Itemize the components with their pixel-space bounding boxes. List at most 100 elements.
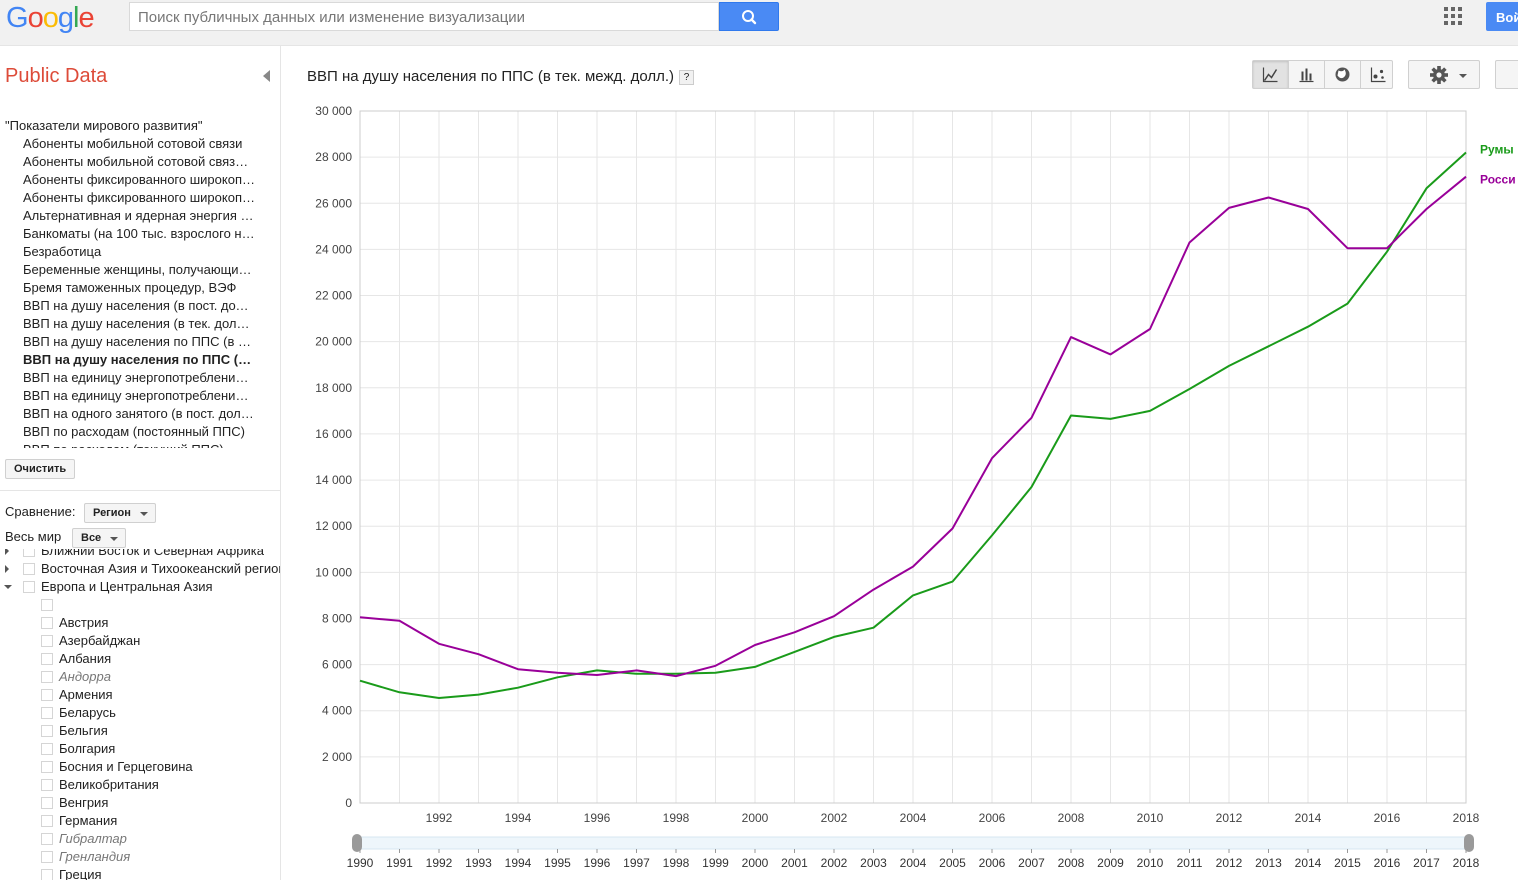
country-checkbox[interactable] — [41, 869, 53, 880]
country-checkbox[interactable] — [41, 779, 53, 791]
dataset-item[interactable]: ВВП по расходам (постоянный ППС) — [23, 424, 245, 439]
search-input[interactable]: Поиск публичных данных или изменение виз… — [129, 2, 719, 31]
country-checkbox[interactable] — [41, 815, 53, 827]
time-slider-end-handle[interactable] — [1464, 834, 1474, 852]
expand-right-icon[interactable] — [5, 549, 9, 555]
series-line[interactable] — [359, 175, 1467, 678]
country-label: Австрия — [59, 615, 109, 630]
dataset-item[interactable]: ВВП на душу населения по ППС (в тек. меж… — [23, 352, 255, 367]
public-data-title[interactable]: Public Data — [5, 65, 108, 87]
country-item[interactable]: Босния и Герцеговина — [0, 758, 280, 776]
time-slider-label: 2007 — [1018, 856, 1045, 870]
y-tick-label: 30 000 — [315, 104, 352, 118]
country-item[interactable]: Андорра — [0, 668, 280, 686]
dataset-root-label[interactable]: "Показатели мирового развития" — [5, 118, 203, 133]
dataset-item[interactable]: Альтернативная и ядерная энергия (% от о… — [23, 208, 255, 223]
country-checkbox[interactable] — [41, 689, 53, 701]
region-item[interactable]: Европа и Центральная Азия — [0, 578, 280, 596]
country-item[interactable]: Бельгия — [0, 722, 280, 740]
dataset-item[interactable]: Абоненты мобильной сотовой связи (на 100… — [23, 154, 255, 169]
time-slider-label: 2006 — [979, 856, 1006, 870]
dataset-item[interactable]: Бремя таможенных процедур, ВЭФ — [23, 280, 237, 295]
country-item[interactable]: Австрия — [0, 614, 280, 632]
country-item[interactable]: Гренландия — [0, 848, 280, 866]
dataset-item[interactable]: ВВП на единицу энергопотребления (ППС) — [23, 388, 255, 403]
world-filter-dropdown[interactable]: Все — [72, 528, 127, 548]
country-item[interactable]: Венгрия — [0, 794, 280, 812]
country-item[interactable]: Болгария — [0, 740, 280, 758]
expand-down-icon[interactable] — [4, 585, 12, 589]
share-button[interactable] — [1495, 60, 1518, 89]
dataset-item[interactable]: Безработица — [23, 244, 102, 259]
country-label: Германия — [59, 813, 118, 828]
series-line[interactable] — [359, 151, 1467, 699]
time-slider-label: 2010 — [1137, 856, 1164, 870]
dataset-item[interactable]: ВВП на душу населения (в пост. долл. 201… — [23, 298, 255, 313]
chart-title-text: ВВП на душу населения по ППС (в тек. меж… — [307, 68, 675, 85]
clear-button[interactable]: Очистить — [5, 459, 76, 479]
bar-chart-button[interactable] — [1289, 61, 1325, 88]
country-checkbox[interactable] — [41, 707, 53, 719]
dataset-item[interactable]: ВВП на душу населения (в тек. долл. США) — [23, 316, 255, 331]
region-item[interactable]: Восточная Азия и Тихоокеанский регион — [0, 560, 280, 578]
country-item[interactable] — [0, 596, 280, 614]
country-checkbox[interactable] — [41, 833, 53, 845]
time-slider-label: 1993 — [465, 856, 492, 870]
time-slider-label: 2017 — [1413, 856, 1440, 870]
dataset-item[interactable]: ВВП по расходам (текущий ППС) — [23, 441, 255, 448]
country-checkbox[interactable] — [41, 653, 53, 665]
country-label: Босния и Герцеговина — [59, 759, 193, 774]
country-checkbox[interactable] — [41, 671, 53, 683]
sign-in-button[interactable]: Вой — [1486, 2, 1518, 31]
country-item[interactable]: Греция — [0, 866, 280, 880]
dataset-item[interactable]: ВВП на душу населения по ППС (в пост. ме… — [23, 334, 255, 349]
region-checkbox[interactable] — [23, 581, 35, 593]
dataset-item[interactable]: Беременные женщины, получающие дородовое… — [23, 262, 255, 277]
settings-button[interactable] — [1408, 60, 1480, 89]
search-button[interactable] — [719, 2, 779, 31]
apps-grid-dot — [1458, 7, 1462, 11]
time-slider-label: 2000 — [742, 856, 769, 870]
country-item[interactable]: Гибралтар — [0, 830, 280, 848]
time-slider-label: 1998 — [663, 856, 690, 870]
dataset-item[interactable]: ВВП на одного занятого (в пост. долл.) — [23, 406, 255, 421]
country-checkbox[interactable] — [41, 743, 53, 755]
region-item[interactable]: Ближний Восток и Северная Африка — [0, 549, 280, 560]
apps-grid-icon[interactable] — [1444, 7, 1462, 25]
country-checkbox[interactable] — [41, 761, 53, 773]
country-item[interactable]: Армения — [0, 686, 280, 704]
country-item[interactable]: Азербайджан — [0, 632, 280, 650]
help-button[interactable]: ? — [679, 70, 695, 85]
collapse-sidebar-icon[interactable] — [263, 70, 270, 82]
country-checkbox[interactable] — [41, 851, 53, 863]
google-logo[interactable]: Google — [6, 2, 95, 35]
country-checkbox[interactable] — [41, 635, 53, 647]
dataset-item[interactable]: ВВП на единицу энергопотребления (пост. … — [23, 370, 255, 385]
apps-grid-dot — [1444, 21, 1448, 25]
region-checkbox[interactable] — [23, 563, 35, 575]
bubble-chart-button[interactable] — [1361, 61, 1396, 88]
country-checkbox[interactable] — [41, 797, 53, 809]
region-checkbox[interactable] — [23, 549, 35, 557]
expand-right-icon[interactable] — [5, 565, 9, 573]
time-slider-label: 2014 — [1295, 856, 1322, 870]
line-chart-button[interactable] — [1253, 61, 1289, 88]
country-item[interactable]: Великобритания — [0, 776, 280, 794]
dataset-item[interactable]: Абоненты мобильной сотовой связи — [23, 136, 243, 151]
series-label[interactable]: Росси — [1480, 173, 1516, 187]
country-checkbox[interactable] — [41, 725, 53, 737]
country-item[interactable]: Беларусь — [0, 704, 280, 722]
dataset-item[interactable]: Абоненты фиксированного широкополосного … — [23, 172, 255, 187]
compare-dropdown[interactable]: Регион — [84, 503, 156, 523]
country-item[interactable]: Албания — [0, 650, 280, 668]
dataset-item[interactable]: Банкоматы (на 100 тыс. взрослого населен… — [23, 226, 255, 241]
country-item[interactable]: Германия — [0, 812, 280, 830]
country-label: Великобритания — [59, 777, 159, 792]
dataset-item[interactable]: Абоненты фиксированного широкополосного … — [23, 190, 255, 205]
series-label[interactable]: Румы — [1480, 143, 1514, 157]
map-globe-button[interactable] — [1325, 61, 1361, 88]
country-checkbox[interactable] — [41, 617, 53, 629]
time-slider-start-handle[interactable] — [352, 834, 362, 852]
country-checkbox[interactable] — [41, 599, 53, 611]
time-slider-track[interactable] — [359, 836, 1467, 850]
